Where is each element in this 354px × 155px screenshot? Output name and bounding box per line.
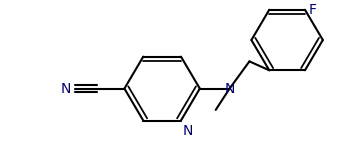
Text: N: N [61, 82, 71, 96]
Text: N: N [224, 82, 235, 96]
Text: F: F [309, 3, 317, 17]
Text: N: N [183, 124, 193, 138]
